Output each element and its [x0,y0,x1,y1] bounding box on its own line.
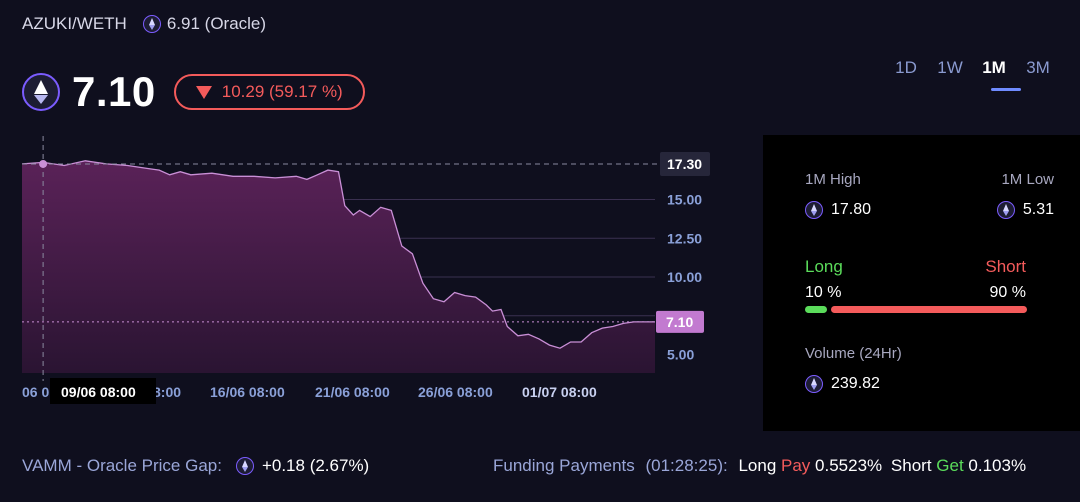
x-axis: 06 0 8:00 16/06 08:00 21/06 08:00 26/06 08:0… [22,384,597,400]
crosshair-date-tag: 09/06 08:00 [50,378,156,404]
volume-label: Volume (24Hr) [805,345,902,362]
x-tick-label: 21/06 08:00 [315,384,390,400]
price-gap-value: +0.18 (2.67%) [261,456,370,475]
eth-icon [22,73,60,111]
active-tab-indicator [991,88,1021,91]
eth-icon [805,375,823,393]
eth-icon [805,201,823,219]
eth-icon [996,201,1015,219]
y-tick-label: 15.00 [667,192,702,208]
crosshair-date-label: 09/06 08:00 [61,384,136,400]
pair-name: AZUKI/WETH [22,14,127,33]
volume-value: 239.82 [831,375,880,392]
tab-1m[interactable]: 1M [982,58,1006,77]
y-tick-label: 12.50 [667,230,702,246]
high-label: 1M High [805,171,861,188]
market-stats-panel: 1M High 1M Low 17.80 5.31 Long Short 10 … [763,135,1080,431]
long-short-ratio-bar [805,306,1027,313]
short-percent: 90 % [989,284,1026,301]
down-arrow-icon [195,85,212,99]
price-area [22,160,655,373]
current-price-tag: 7.10 [656,310,704,333]
price-gap-label: VAMM - Oracle Price Gap: [22,456,222,475]
current-price: 7.10 [72,68,156,115]
x-tick-label: 01/07 08:00 [522,384,597,400]
long-label: Long [805,257,843,276]
funding-label: Funding Payments [493,456,635,475]
funding-get-word: Get [936,456,964,475]
long-bar [805,306,827,313]
tab-1w[interactable]: 1W [937,58,963,77]
price-chart[interactable]: 15.00 12.50 10.00 5.00 06 0 8:00 16/06 08:00 2… [0,130,760,410]
price-change-badge: 10.29 (59.17 %) [173,74,365,110]
crosshair-price-label: 17.30 [667,156,702,172]
short-bar [831,306,1027,313]
price-row: 7.10 10.29 (59.17 %) [22,68,365,116]
y-tick-label: 10.00 [667,269,702,285]
x-tick-label: 26/06 08:00 [418,384,493,400]
timeframe-tabs: 1D 1W 1M 3M [884,58,1060,78]
x-tick-label: 8:00 [153,384,181,400]
x-tick-label: 06 0 [22,384,49,400]
high-value: 17.80 [831,201,872,218]
funding-short-rate: 0.103% [968,456,1027,475]
low-value: 5.31 [1022,201,1054,218]
eth-icon [235,457,254,475]
price-gap-row: VAMM - Oracle Price Gap: +0.18 (2.67%) [22,456,369,476]
crosshair-point [39,159,48,168]
y-axis: 15.00 12.50 10.00 5.00 [667,192,702,363]
funding-long-word: Long [738,456,777,475]
funding-timer: (01:28:25): [645,456,728,475]
current-price-label: 7.10 [666,314,693,330]
long-percent: 10 % [805,284,842,301]
low-label: 1M Low [1001,171,1054,188]
x-tick-label: 16/06 08:00 [210,384,285,400]
price-change-text: 10.29 (59.17 %) [221,82,343,101]
low-value-row: 5.31 [996,201,1054,219]
short-label: Short [985,257,1026,276]
market-header: AZUKI/WETH 6.91 (Oracle) [22,14,266,34]
high-value-row: 17.80 [805,201,871,219]
crosshair-price-tag: 17.30 [660,151,710,176]
oracle-price: 6.91 (Oracle) [166,14,267,33]
tab-3m[interactable]: 3M [1026,58,1050,77]
funding-long-rate: 0.5523% [815,456,883,475]
funding-short-word: Short [890,456,932,475]
price-line [21,160,655,349]
eth-icon [142,15,161,33]
volume-value-row: 239.82 [805,375,880,393]
y-tick-label: 5.00 [667,346,694,362]
tab-1d[interactable]: 1D [895,58,917,77]
funding-pay-word: Pay [781,456,811,475]
funding-row: Funding Payments (01:28:25): Long Pay 0.… [493,456,1026,476]
